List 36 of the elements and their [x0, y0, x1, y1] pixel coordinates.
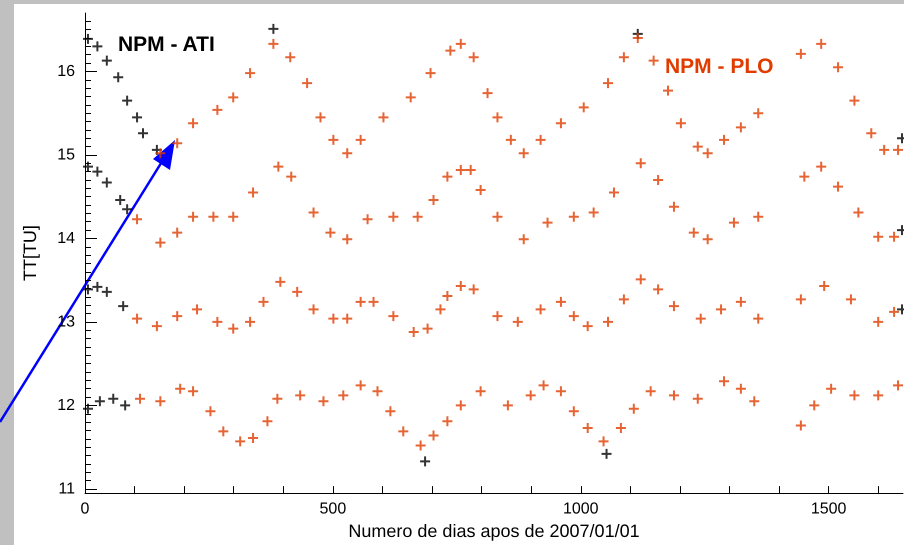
series-label: NPM - ATI — [118, 33, 215, 56]
x-tick-label: 1000 — [562, 500, 599, 518]
point — [102, 56, 112, 66]
point — [138, 128, 148, 138]
point — [108, 394, 118, 404]
y-tick-label: 11 — [58, 480, 76, 498]
x-axis-title: Numero de dias apos de 2007/01/01 — [348, 521, 640, 541]
point — [94, 396, 105, 406]
point — [102, 177, 112, 188]
point — [602, 448, 612, 459]
point — [113, 72, 124, 82]
y-axis-title: TT[TU] — [20, 225, 40, 282]
series-label: NPM - PLO — [665, 55, 774, 78]
point — [82, 284, 93, 294]
y-tick-label: 12 — [57, 396, 76, 414]
point — [420, 456, 430, 466]
point — [120, 400, 130, 410]
x-tick-label: 500 — [320, 500, 346, 518]
point — [102, 286, 112, 297]
point — [132, 112, 142, 122]
x-tick-label: 0 — [80, 500, 90, 518]
x-tick-label: 1500 — [810, 500, 847, 518]
y-tick-label: 16 — [57, 62, 76, 80]
point — [115, 195, 126, 206]
point — [82, 162, 93, 172]
y-tick-label: 14 — [57, 230, 76, 247]
point — [82, 404, 93, 414]
point — [92, 166, 102, 177]
point — [92, 282, 102, 292]
y-tick-label: 15 — [57, 146, 76, 164]
point — [122, 204, 132, 214]
point — [122, 96, 132, 106]
point — [82, 34, 93, 44]
point — [118, 301, 128, 312]
point — [268, 24, 278, 34]
point — [92, 41, 102, 52]
